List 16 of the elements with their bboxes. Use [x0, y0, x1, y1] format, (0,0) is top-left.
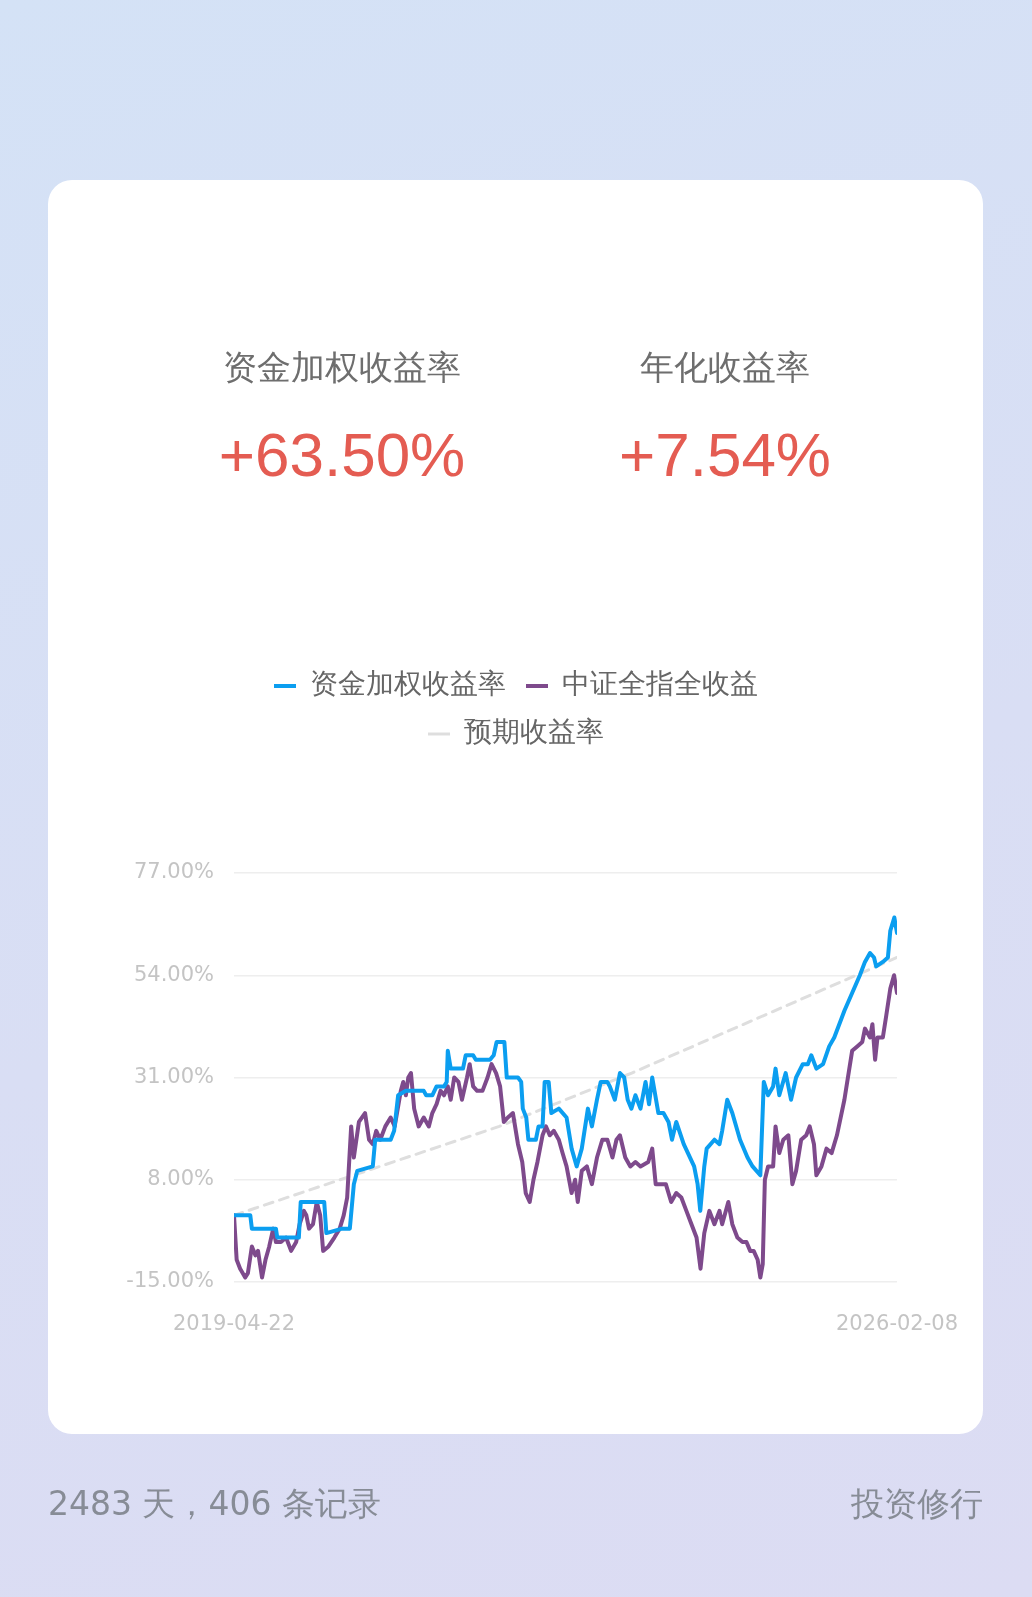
legend-label: 预期收益率: [464, 715, 604, 749]
text: 投资修行: [851, 1484, 983, 1524]
text: 资金加权收益率: [222, 347, 462, 387]
x-tick-label: 2019-04-22: [172, 1311, 296, 1336]
text: +63.50%: [217, 420, 467, 490]
legend-label: 中证全指全收益: [562, 667, 758, 701]
y-tick-label: -15.00%: [126, 1268, 214, 1293]
text: +7.54%: [618, 420, 832, 490]
text: 2483 天，406 条记录: [48, 1484, 381, 1524]
x-tick-label: 2026-02-08: [835, 1311, 958, 1336]
y-tick-label: 8.00%: [147, 1166, 214, 1191]
y-tick-label: 77.00%: [133, 859, 214, 884]
y-tick-label: 31.00%: [133, 1063, 214, 1088]
legend-label: 资金加权收益率: [310, 667, 506, 701]
text: 年化收益率: [639, 347, 811, 387]
y-tick-label: 54.00%: [133, 961, 214, 986]
